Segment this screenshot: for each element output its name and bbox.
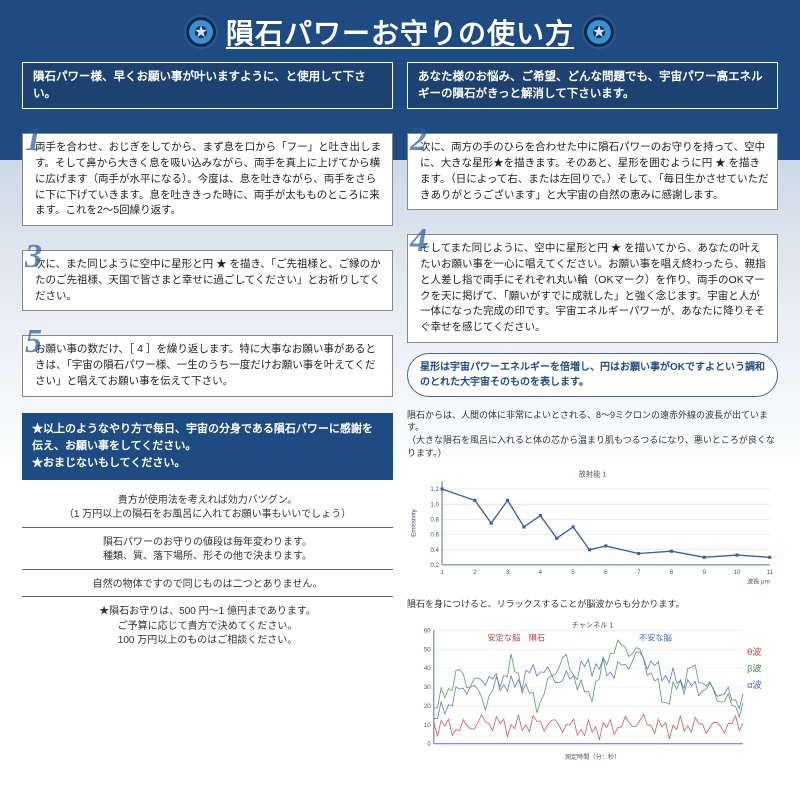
svg-text:10: 10 <box>734 569 741 576</box>
svg-text:2: 2 <box>473 569 477 576</box>
step-number: 4 <box>410 215 427 266</box>
svg-text:0.6: 0.6 <box>430 532 439 539</box>
steps-area: 1 両手を合わせ、おじぎをしてから、まず息を口から「フー」と吐き出します。そして… <box>22 115 778 762</box>
svg-text:1.2: 1.2 <box>430 486 439 493</box>
svg-text:Emissivity: Emissivity <box>410 509 417 537</box>
svg-text:30: 30 <box>424 684 431 691</box>
step-text: 次に、また同じように空中に星形と円 ★ を描き、「ご先祖様と、ご縁のかたのご先祖… <box>35 257 384 304</box>
svg-text:3: 3 <box>506 569 510 576</box>
svg-text:7: 7 <box>637 569 641 576</box>
svg-text:チャンネル 1: チャンネル 1 <box>572 621 614 630</box>
step-5: 5 お願い事の数だけ、［ 4 ］を繰り返します。特に大事なお願い事があるときは、… <box>22 335 393 396</box>
brainwave-chart: 0 10 20 30 40 50 60 θ波 β波 α波 安定な脳 隕石 不安な脳測定時間（分：秒） チ… <box>407 618 778 762</box>
svg-text:0: 0 <box>427 741 431 748</box>
svg-text:β波: β波 <box>747 663 762 674</box>
instructions-box: ★以上のようなやり方で毎日、宇宙の分身である隕石パワーに感謝を伝え、お願い事をし… <box>22 413 393 480</box>
note: ★隕石お守りは、500 円〜1 億円まであります。ご予算に応じて貴方で決めてくだ… <box>22 601 393 653</box>
step-text: お願い事の数だけ、［ 4 ］を繰り返します。特に大事なお願い事があるときは、「宇… <box>35 342 384 389</box>
step-text: 次に、両方の手のひらを合わせた中に隕石パワーのお守りを持って、空中に、大きな星形… <box>420 140 769 203</box>
svg-text:θ波: θ波 <box>747 646 761 657</box>
svg-text:測定時間（分：秒）: 測定時間（分：秒） <box>565 753 621 761</box>
note: 貴方が使用法を考えれば効力バツグン。（1 万円以上の隕石をお風呂に入れてお願い事… <box>22 490 393 528</box>
callout-box: 星形は宇宙パワーエネルギーを倍増し、円はお願い事がOKですよという調和のとれた大… <box>407 353 778 397</box>
right-column: 2 次に、両方の手のひらを合わせた中に隕石パワーのお守りを持って、空中に、大きな… <box>407 115 778 762</box>
note: 隕石パワーのお守りの値段は毎年変わります。種類、質、落下場所、形その他で決まりま… <box>22 532 393 570</box>
star-icon <box>184 15 218 49</box>
subtitle-left: 隕石パワー様、早くお願い事が叶いますように、と使用して下さい。 <box>22 62 393 109</box>
svg-text:4: 4 <box>539 569 543 576</box>
step-number: 1 <box>25 114 42 165</box>
svg-text:40: 40 <box>424 666 431 673</box>
svg-text:1: 1 <box>440 569 444 576</box>
step-2: 2 次に、両方の手のひらを合わせた中に隕石パワーのお守りを持って、空中に、大きな… <box>407 133 778 210</box>
step-number: 2 <box>410 114 427 165</box>
note: 自然の物体ですので同じものは二つとありません。 <box>22 574 393 598</box>
svg-text:不安な脳: 不安な脳 <box>639 633 672 643</box>
notes-block: 貴方が使用法を考えれば効力バツグン。（1 万円以上の隕石をお風呂に入れてお願い事… <box>22 486 393 653</box>
svg-text:10: 10 <box>424 722 431 729</box>
svg-text:α波: α波 <box>747 679 762 690</box>
svg-text:9: 9 <box>702 569 706 576</box>
step-number: 5 <box>25 316 42 367</box>
subtitle-right: あなた様のお悩み、ご希望、どんな問題でも、宇宙パワー高エネルギーの隕石がきっと解… <box>407 62 778 109</box>
svg-text:8: 8 <box>670 569 674 576</box>
svg-text:60: 60 <box>424 628 431 635</box>
step-4: 4 そしてまた同じように、空中に星形と円 ★ を描いてから、あなたの叶えたいお願… <box>407 234 778 343</box>
step-3: 3 次に、また同じように空中に星形と円 ★ を描き、「ご先祖様と、ご縁のかたのご… <box>22 250 393 311</box>
svg-text:5: 5 <box>571 569 575 576</box>
star-icon <box>582 15 616 49</box>
svg-text:1.0: 1.0 <box>430 501 439 508</box>
step-text: 両手を合わせ、おじぎをしてから、まず息を口から「フー」と吐き出します。そして鼻か… <box>35 140 384 219</box>
svg-text:0.4: 0.4 <box>430 547 439 554</box>
svg-text:0.2: 0.2 <box>430 562 439 569</box>
science-caption-2: 隕石を身につけると、リラックスすることが脳波からも分かります。 <box>407 598 778 611</box>
page-root: 隕石パワーお守りの使い方 隕石パワー様、早くお願い事が叶いますように、と使用して… <box>0 0 800 800</box>
page-title: 隕石パワーお守りの使い方 <box>226 12 574 52</box>
svg-text:20: 20 <box>424 703 431 710</box>
step-1: 1 両手を合わせ、おじぎをしてから、まず息を口から「フー」と吐き出します。そして… <box>22 133 393 226</box>
science-caption-1: 隕石からは、人間の体に非常によいとされる、8〜9ミクロンの遠赤外線の波長が出てい… <box>407 409 778 459</box>
svg-text:11: 11 <box>767 569 774 576</box>
emissivity-chart: 0.2 0.4 0.6 0.8 1.0 1.2 1 2 3 4 5 6 7 8 9 10 11 Emissivit… <box>407 467 778 586</box>
title-row: 隕石パワーお守りの使い方 <box>22 12 778 52</box>
step-number: 3 <box>25 231 42 282</box>
svg-text:6: 6 <box>604 569 608 576</box>
svg-text:0.8: 0.8 <box>430 517 439 524</box>
svg-text:50: 50 <box>424 647 431 654</box>
svg-text:波長 μm: 波長 μm <box>747 578 770 586</box>
left-column: 1 両手を合わせ、おじぎをしてから、まず息を口から「フー」と吐き出します。そして… <box>22 115 393 762</box>
subtitle-row: 隕石パワー様、早くお願い事が叶いますように、と使用して下さい。 あなた様のお悩み… <box>22 62 778 109</box>
step-text: そしてまた同じように、空中に星形と円 ★ を描いてから、あなたの叶えたいお願い事… <box>420 241 769 336</box>
svg-text:放射能 1: 放射能 1 <box>579 469 607 478</box>
svg-text:安定な脳 隕石: 安定な脳 隕石 <box>487 633 545 643</box>
